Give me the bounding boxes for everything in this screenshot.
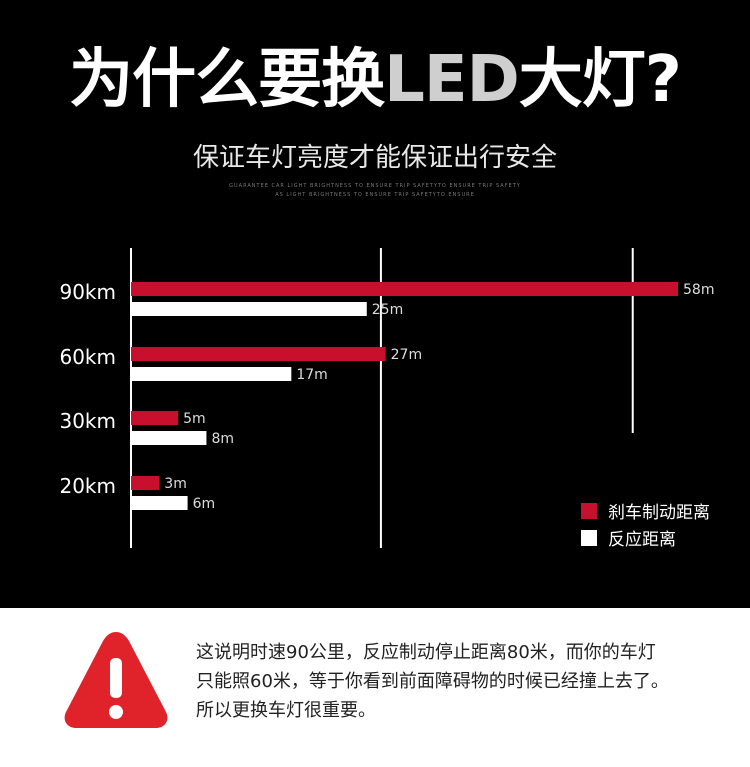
data-label: 5m [183,411,206,427]
page-title: 为什么要换LED大灯? [0,40,750,120]
warning-line-1: 这说明时速90公里，反应制动停止距离80米，而你的车灯 [196,642,656,663]
category-label: 20km [59,474,116,498]
category-label: 30km [59,409,116,433]
data-label: 27m [391,347,422,363]
data-label: 25m [372,302,403,318]
bar [131,367,292,381]
warning-triangle-icon [64,632,168,728]
bar [131,496,188,510]
bar [131,411,179,425]
legend-label: 刹车制动距离 [608,503,710,523]
title-highlight: LED [384,43,520,117]
bar [131,431,207,445]
legend-swatch [581,503,597,519]
warning-line-3: 所以更换车灯很重要。 [196,700,376,721]
bar [131,476,160,490]
data-label: 58m [683,282,714,298]
bar [131,347,386,361]
chart-panel: 为什么要换LED大灯? 保证车灯亮度才能保证出行安全 GUARANTEE CAR… [0,40,750,550]
warning-text: 这说明时速90公里，反应制动停止距离80米，而你的车灯 只能照60米，等于你看到… [196,638,726,725]
warning-line-2: 只能照60米，等于你看到前面障碍物的时候已经撞上去了。 [196,671,669,692]
page-subtitle: 保证车灯亮度才能保证出行安全 [192,143,557,173]
data-label: 8m [211,431,234,447]
tagline-line-1: GUARANTEE CAR LIGHT BRIGHTNESS TO ENSURE… [229,183,521,189]
warning-panel: 这说明时速90公里，反应制动停止距离80米，而你的车灯 只能照60米，等于你看到… [0,608,750,767]
title-prefix: 为什么要换 [69,43,385,117]
bar [131,302,367,316]
data-label: 17m [296,367,327,383]
legend-swatch [581,530,597,546]
data-label: 6m [193,496,216,512]
category-label: 90km [59,280,116,304]
data-label: 3m [164,476,187,492]
tagline-line-2: AS LIGHT BRIGHTNESS TO ENSURE TRIP SAFET… [275,192,475,198]
distance-bar-chart: 90km 58m 25m 60km 27m 17m 30km 5m 8m 20km 3m 6m 刹车制动… [59,248,714,550]
category-label: 60km [59,345,116,369]
bar [131,282,678,296]
title-suffix: 大灯? [518,43,682,117]
legend-label: 反应距离 [608,530,676,550]
